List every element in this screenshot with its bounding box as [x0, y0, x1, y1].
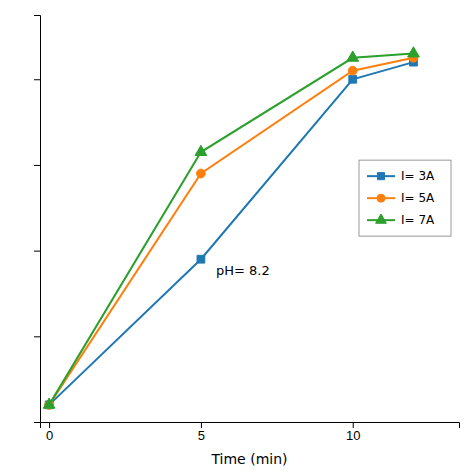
- plot-area: 0 5 10 Time (min) pH= 8.2 I= 3A I= 5A I= 7A: [34, 16, 460, 468]
- legend-symbol: [377, 194, 385, 202]
- x-tick-label: 5: [198, 428, 205, 443]
- legend-label: I= 7A: [401, 213, 435, 227]
- x-axis: 0 5 10: [41, 422, 460, 443]
- y-tick-mark: [34, 165, 40, 166]
- y-tick-mark: [34, 422, 40, 423]
- y-tick: [34, 79, 40, 80]
- data-point: [408, 47, 420, 57]
- x-tick: 10: [346, 422, 360, 443]
- legend: I= 3A I= 5A I= 7A: [359, 160, 451, 236]
- legend-item: I= 3A: [367, 169, 435, 183]
- x-tick-mark: [201, 422, 202, 428]
- legend-item: I= 7A: [367, 213, 435, 227]
- y-tick: [34, 336, 40, 337]
- chart: 0 5 10 Time (min) pH= 8.2 I= 3A I= 5A I= 7A: [0, 0, 474, 474]
- x-tick-label: 0: [46, 428, 53, 443]
- y-tick-mark: [34, 79, 40, 80]
- data-point: [349, 75, 357, 83]
- y-tick-mark: [34, 336, 40, 337]
- x-axis-title: Time (min): [210, 451, 287, 467]
- x-tick: 0: [46, 422, 53, 443]
- y-tick: [34, 422, 40, 423]
- legend-item: I= 5A: [367, 191, 435, 205]
- data-point: [197, 255, 205, 263]
- x-tick: 5: [198, 422, 205, 443]
- data-point: [348, 66, 357, 75]
- y-tick-mark: [34, 251, 40, 252]
- data-point: [197, 169, 206, 178]
- x-tick-mark: [353, 422, 354, 428]
- y-tick: [34, 251, 40, 252]
- annotation: pH= 8.2: [216, 263, 270, 278]
- y-axis-line: [34, 16, 41, 423]
- x-tick-label: 10: [346, 428, 360, 443]
- legend-label: I= 5A: [401, 191, 435, 205]
- data-point: [347, 51, 359, 61]
- x-axis-line: [41, 423, 460, 429]
- legend-frame: [359, 160, 451, 236]
- data-point: [195, 145, 207, 155]
- y-axis: [34, 16, 41, 423]
- data-point: [43, 398, 55, 408]
- legend-label: I= 3A: [401, 169, 435, 183]
- y-tick: [34, 165, 40, 166]
- legend-symbol: [376, 214, 387, 223]
- legend-symbol: [377, 173, 384, 180]
- x-tick-mark: [49, 422, 50, 428]
